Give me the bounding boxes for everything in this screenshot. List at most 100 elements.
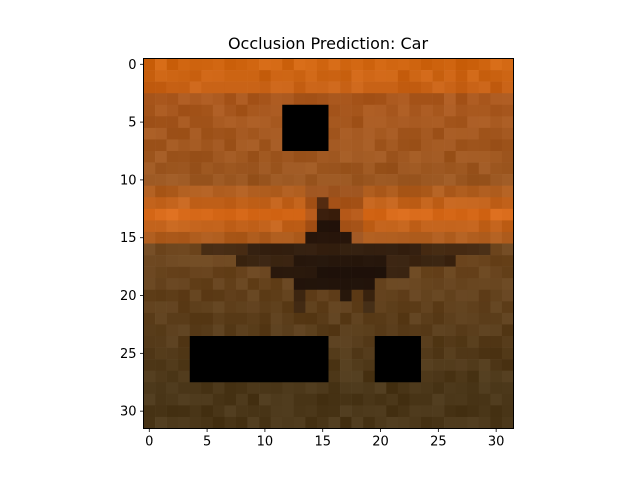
heatmap-cell — [212, 382, 225, 395]
heatmap-cell — [409, 416, 422, 429]
heatmap-cell — [444, 185, 456, 198]
heatmap-cell — [455, 174, 468, 186]
heatmap-cell — [421, 208, 433, 221]
heatmap-cell — [467, 220, 480, 233]
heatmap-cell — [386, 185, 399, 198]
heatmap-cell — [386, 255, 399, 267]
heatmap-cell — [166, 359, 179, 371]
heatmap-cell — [340, 359, 352, 371]
heatmap-cell — [247, 301, 260, 314]
heatmap-cell — [386, 208, 399, 221]
heatmap-cell — [316, 197, 329, 210]
heatmap-cell — [293, 243, 306, 256]
heatmap-cell — [328, 197, 341, 210]
heatmap-cell — [351, 324, 364, 337]
heatmap-cell — [351, 208, 364, 221]
heatmap-cell — [432, 289, 445, 302]
heatmap-cell — [444, 382, 456, 395]
heatmap-cell — [166, 255, 179, 267]
heatmap-cell — [421, 312, 433, 325]
heatmap-cell — [397, 312, 410, 325]
heatmap-cell — [143, 312, 156, 325]
heatmap-cell — [201, 243, 214, 256]
heatmap-cell — [455, 220, 468, 233]
heatmap-cell — [166, 70, 179, 82]
heatmap-cell — [270, 151, 283, 163]
heatmap-cell — [247, 174, 260, 186]
heatmap-cell — [421, 185, 433, 198]
heatmap-cell — [363, 139, 376, 152]
heatmap-cell — [444, 301, 456, 314]
heatmap-cell — [467, 116, 480, 129]
heatmap-cell — [432, 416, 445, 429]
heatmap-cell — [409, 231, 422, 244]
heatmap-cell — [236, 104, 248, 117]
heatmap-cell — [421, 324, 433, 337]
heatmap-cell — [490, 336, 503, 348]
heatmap-cell — [155, 266, 167, 279]
heatmap-cell — [293, 197, 306, 210]
heatmap-cell — [374, 70, 387, 82]
heatmap-cell — [374, 58, 387, 71]
heatmap-cell — [467, 324, 480, 337]
heatmap-cell — [316, 151, 329, 163]
heatmap-cell — [363, 312, 376, 325]
heatmap-cell — [386, 382, 399, 395]
heatmap-cell — [501, 359, 514, 371]
heatmap-cell — [421, 58, 433, 71]
heatmap-cell — [305, 162, 318, 175]
heatmap-cell — [432, 151, 445, 163]
heatmap-cell — [305, 208, 318, 221]
heatmap-cell — [363, 81, 376, 94]
heatmap-cell — [282, 312, 295, 325]
heatmap-cell — [201, 405, 214, 418]
heatmap-cell — [189, 93, 202, 106]
heatmap-cell — [166, 197, 179, 210]
x-axis: 0 5 10 15 20 25 30 — [145, 428, 504, 450]
heatmap-cell — [421, 139, 433, 152]
heatmap-cell — [363, 359, 376, 371]
heatmap-cell — [478, 93, 491, 106]
heatmap-cell — [328, 370, 341, 383]
heatmap-cell — [259, 116, 271, 129]
heatmap-cell — [455, 243, 468, 256]
heatmap-cell — [155, 151, 167, 163]
heatmap-cell — [178, 370, 191, 383]
heatmap-cell — [397, 151, 410, 163]
y-tick-label: 10 — [120, 173, 137, 188]
heatmap-cell — [247, 139, 260, 152]
heatmap-cell — [490, 208, 503, 221]
heatmap-cell — [386, 243, 399, 256]
heatmap-cell — [386, 93, 399, 106]
heatmap-cell — [178, 116, 191, 129]
heatmap-cell — [189, 58, 202, 71]
heatmap-cell — [305, 324, 318, 337]
heatmap-cell — [478, 197, 491, 210]
heatmap-cell — [293, 151, 306, 163]
heatmap-cell — [178, 127, 191, 140]
heatmap-cell — [201, 81, 214, 94]
heatmap-cell — [397, 393, 410, 406]
heatmap-cell — [316, 255, 329, 267]
heatmap-cell — [236, 382, 248, 395]
heatmap-cell — [501, 127, 514, 140]
heatmap-cell — [178, 405, 191, 418]
heatmap-cell — [178, 139, 191, 152]
heatmap-cell — [351, 58, 364, 71]
heatmap-cell — [386, 266, 399, 279]
heatmap-cell — [212, 231, 225, 244]
heatmap-cell — [501, 301, 514, 314]
heatmap-cell — [328, 93, 341, 106]
heatmap-cell — [351, 104, 364, 117]
heatmap-cell — [432, 405, 445, 418]
heatmap-cell — [282, 162, 295, 175]
heatmap-cell — [444, 312, 456, 325]
heatmap-cell — [467, 336, 480, 348]
heatmap-cell — [282, 231, 295, 244]
heatmap-cell — [189, 185, 202, 198]
heatmap-cell — [282, 416, 295, 429]
heatmap-cell — [236, 312, 248, 325]
heatmap-cell — [178, 185, 191, 198]
heatmap-cell — [455, 58, 468, 71]
heatmap-cell — [340, 312, 352, 325]
